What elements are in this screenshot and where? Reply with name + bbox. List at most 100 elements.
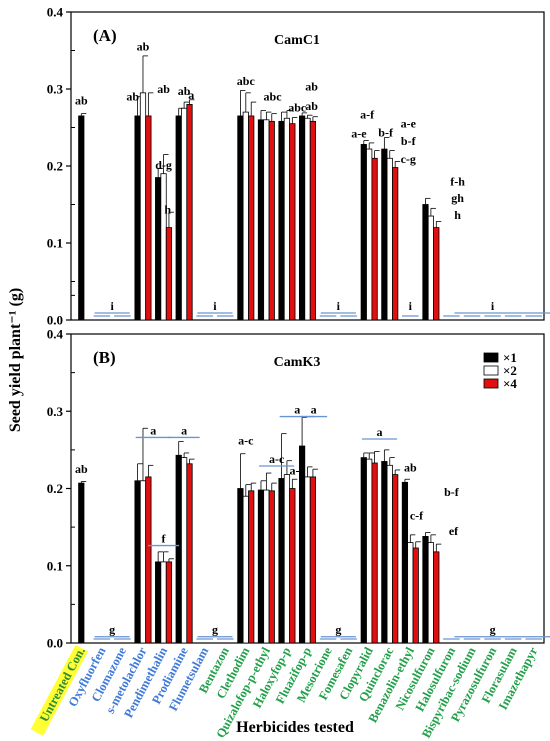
bar [283, 117, 291, 321]
bar [237, 488, 244, 644]
panel-b: 0.0 0.1 0.2 0.3 0.4 (B) CamK3 ab g a f a g a-c a-c a-c a… [47, 294, 550, 651]
bar [298, 115, 306, 321]
sig-letter: ab [305, 99, 318, 113]
sig-letter: b-f [401, 134, 417, 148]
bar [134, 115, 141, 321]
y-tick-label: 0.4 [47, 5, 64, 20]
sig-letter: a [294, 403, 300, 417]
y-tick-label: 0.4 [47, 327, 64, 342]
bar [165, 561, 173, 644]
sig-letter: g [335, 623, 341, 637]
panel-label: (B) [93, 348, 116, 367]
bar [263, 489, 270, 644]
x-label-highlight [30, 644, 88, 736]
bar [139, 480, 147, 644]
bar [278, 478, 285, 644]
legend: ×1×2×4 [483, 350, 517, 391]
sig-letter: a [188, 88, 194, 102]
bar [427, 215, 434, 321]
sig-letter: i [110, 299, 114, 313]
bar [278, 120, 285, 321]
bar [309, 120, 317, 321]
sig-letter: g [109, 623, 115, 637]
bar [160, 561, 167, 644]
sig-letter: abc [288, 100, 307, 114]
sig-letter: i [491, 299, 495, 313]
sig-letter: a-e [401, 117, 417, 131]
sig-letter: ab [75, 93, 88, 107]
sig-letter: a-f [360, 107, 375, 121]
sig-letter: a-c [290, 464, 306, 478]
bar [186, 104, 193, 321]
sig-letter: a [376, 425, 382, 439]
sig-letter: ab [404, 461, 417, 475]
y-tick-label: 0.3 [47, 404, 64, 419]
y-tick-label: 0.1 [47, 558, 63, 573]
bar [268, 120, 275, 321]
bar [242, 495, 249, 644]
bar [371, 157, 378, 321]
bar [360, 457, 367, 644]
sig-letter: i [213, 299, 217, 313]
y-tick-label: 0.2 [47, 481, 63, 496]
panel-title: CamC1 [274, 33, 320, 48]
y-axis-title: Seed yield plant⁻¹ (g) [7, 288, 24, 432]
bar [263, 119, 270, 321]
bar [186, 463, 193, 644]
bar [78, 482, 85, 644]
y-tick-label: 0.3 [47, 82, 64, 97]
sig-letter: d-g [155, 158, 172, 172]
bar [139, 92, 147, 321]
bar [304, 476, 311, 644]
y-tick-label: 0.1 [47, 236, 63, 251]
bar [360, 144, 367, 321]
sig-letter: a [150, 423, 156, 437]
bar [181, 107, 188, 321]
sig-letter: a-c [238, 433, 254, 447]
sig-letter: gh [451, 191, 464, 205]
bar [257, 489, 265, 644]
bar [433, 551, 440, 644]
y-tick-label: 0.0 [47, 313, 63, 328]
legend-label: ×4 [503, 376, 517, 391]
sig-letter: a [181, 423, 187, 437]
bar [78, 115, 85, 321]
sig-letter: a [311, 403, 317, 417]
bar [289, 123, 296, 321]
bar [248, 490, 255, 644]
sig-letter: ef [449, 524, 459, 538]
bar [422, 204, 429, 321]
panel-title: CamK3 [274, 355, 321, 370]
legend-swatch [483, 378, 499, 389]
bar [248, 115, 255, 321]
legend-label: ×1 [503, 350, 517, 365]
bar [392, 474, 399, 644]
bar [304, 117, 311, 321]
sig-letter: i [337, 299, 341, 313]
bar [257, 119, 265, 321]
y-tick-label: 0.0 [47, 636, 63, 651]
bar [289, 488, 296, 644]
sig-letter: h [164, 203, 171, 217]
legend-swatch [483, 352, 499, 363]
sig-letter: g [490, 623, 496, 637]
bar [160, 173, 167, 321]
bar [381, 148, 388, 321]
sig-letter: ab [126, 90, 139, 104]
sig-letter: h [454, 208, 461, 222]
bar [155, 561, 162, 644]
bar [134, 480, 141, 644]
bar [427, 542, 434, 644]
x-axis-title: Herbicides tested [236, 719, 354, 736]
bar [401, 481, 409, 644]
bar [181, 457, 188, 644]
sig-letter: ab [305, 80, 318, 94]
sig-letter: a-c [269, 452, 285, 466]
bar [371, 462, 378, 644]
bar [145, 115, 152, 321]
sig-letter: f-h [450, 174, 465, 188]
sig-letter: f [162, 532, 167, 546]
bar [407, 542, 414, 644]
bar [433, 227, 440, 321]
bar [386, 464, 393, 644]
